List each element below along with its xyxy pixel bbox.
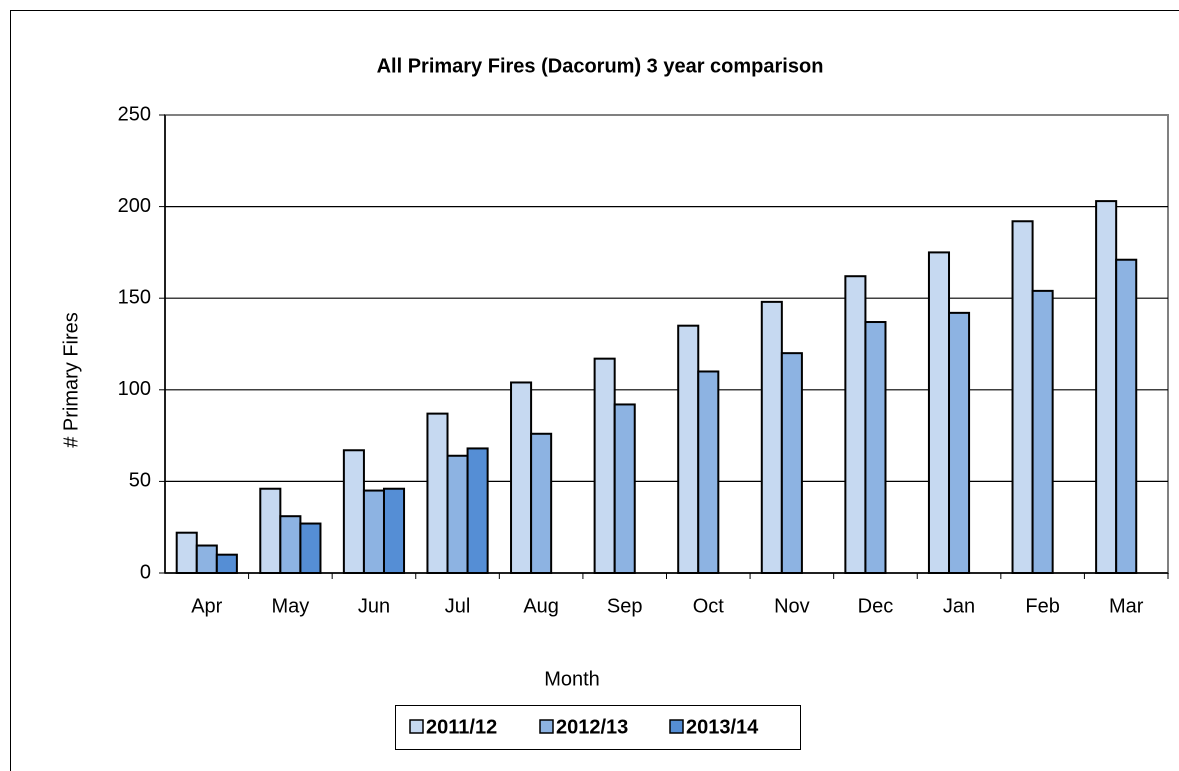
y-tick-label: 200: [118, 195, 151, 217]
y-tick-label: 150: [118, 286, 151, 308]
bar: [760, 300, 783, 574]
bar: [593, 357, 616, 574]
legend-swatch: [409, 719, 424, 734]
bar: [613, 403, 636, 574]
x-tick-label: Jul: [445, 595, 471, 617]
bar: [1011, 220, 1034, 574]
bar: [1031, 289, 1054, 574]
legend-swatch: [539, 719, 554, 734]
bar: [175, 531, 198, 574]
bar: [279, 515, 302, 575]
x-tick-label: Jun: [358, 595, 390, 617]
bar: [510, 381, 533, 574]
bar: [927, 251, 951, 574]
y-tick-label: 100: [118, 378, 151, 400]
x-tick-label: Aug: [523, 595, 559, 617]
bar: [215, 553, 238, 574]
x-tick-label: Sep: [607, 595, 643, 617]
x-tick-label: Apr: [191, 595, 222, 617]
y-tick-label: 250: [118, 103, 151, 125]
bar: [259, 487, 282, 574]
y-tick-label: 50: [129, 470, 151, 492]
bar: [195, 544, 218, 575]
chart-title: All Primary Fires (Dacorum) 3 year compa…: [377, 55, 824, 77]
bar: [446, 454, 469, 575]
x-tick-label: Mar: [1109, 595, 1144, 617]
bar: [426, 412, 449, 574]
legend-box: [395, 705, 801, 750]
legend-label: 2013/14: [686, 716, 759, 738]
bar: [948, 311, 971, 574]
bar: [864, 321, 887, 574]
x-tick-label: Feb: [1025, 595, 1059, 617]
bar: [1115, 258, 1138, 574]
bar: [697, 370, 720, 575]
legend-swatch: [669, 719, 684, 734]
legend-label: 2011/12: [426, 716, 497, 738]
x-axis-label: Month: [544, 668, 600, 690]
bar: [299, 522, 322, 575]
x-tick-label: Dec: [858, 595, 894, 617]
bar: [466, 447, 489, 575]
bar: [382, 487, 406, 574]
bar: [342, 449, 365, 575]
x-tick-label: Oct: [693, 595, 725, 617]
bar: [780, 352, 803, 574]
bar: [677, 324, 700, 574]
y-axis-label: # Primary Fires: [60, 312, 82, 448]
bar: [530, 432, 553, 574]
bar: [362, 489, 385, 574]
bar: [844, 275, 867, 574]
x-tick-label: Jan: [943, 595, 975, 617]
bar: [1095, 200, 1118, 574]
legend-label: 2012/13: [556, 716, 628, 738]
y-tick-label: 0: [140, 561, 151, 583]
x-tick-label: May: [271, 595, 309, 617]
x-tick-label: Nov: [774, 595, 810, 617]
